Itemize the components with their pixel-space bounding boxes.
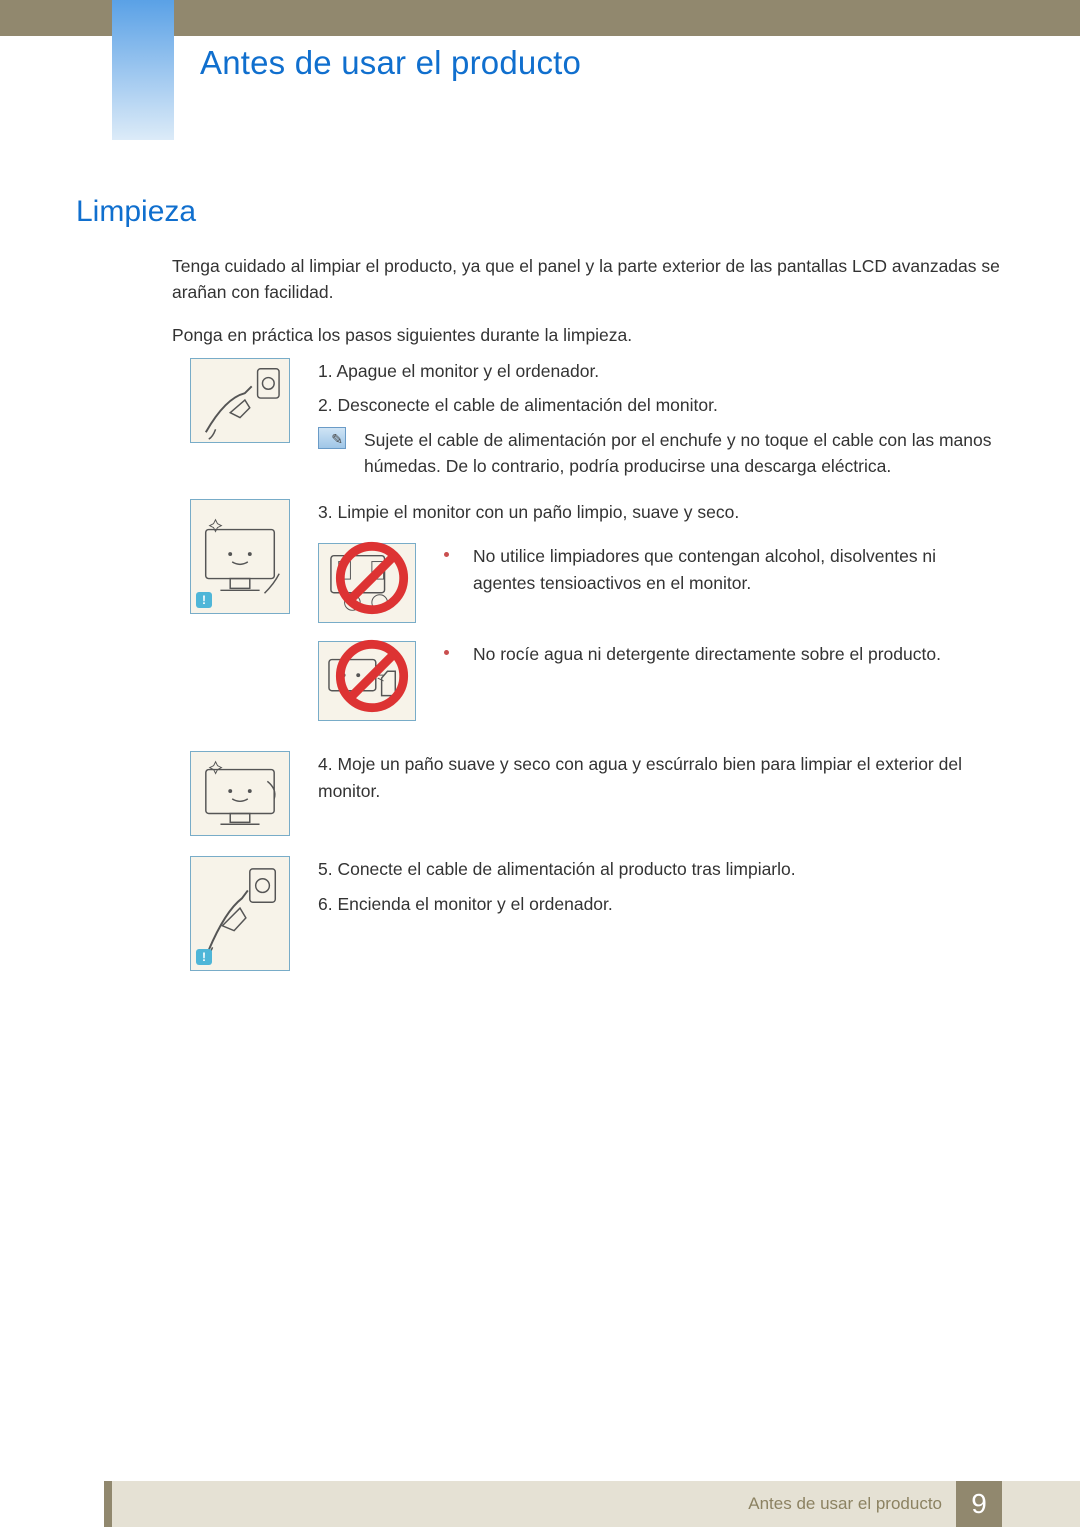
warning-2-bullet: No rocíe agua ni detergente directamente… bbox=[444, 641, 1000, 667]
step-5-text: 5. Conecte el cable de alimentación al p… bbox=[318, 856, 1000, 882]
steps-area: 1. Apague el monitor y el ordenador. 2. … bbox=[190, 358, 1000, 991]
thumb-damp-cloth-icon bbox=[190, 751, 290, 836]
note-icon bbox=[318, 427, 346, 449]
section-title: Limpieza bbox=[76, 189, 196, 234]
warning-1-bullet: No utilice limpiadores que contengan alc… bbox=[444, 543, 1000, 596]
footer-label: Antes de usar el producto bbox=[748, 1491, 942, 1517]
step-4-text: 4. Moje un paño suave y seco con agua y … bbox=[318, 751, 1000, 804]
step-6-text: 6. Encienda el monitor y el ordenador. bbox=[318, 891, 1000, 917]
step-1-text: 1. Apague el monitor y el ordenador. bbox=[318, 358, 1000, 384]
warning-2-text: No rocíe agua ni detergente directamente… bbox=[473, 641, 941, 667]
caution-badge-icon: ! bbox=[196, 592, 212, 608]
thumb-wipe-icon: ! bbox=[190, 499, 290, 614]
note-a-text: Sujete el cable de alimentación por el e… bbox=[364, 427, 1000, 480]
page-number: 9 bbox=[956, 1481, 1002, 1527]
thumb-plug-in-icon: ! bbox=[190, 856, 290, 971]
footer: Antes de usar el producto 9 bbox=[112, 1481, 1080, 1527]
step-2-text: 2. Desconecte el cable de alimentación d… bbox=[318, 392, 1000, 418]
prohibit-icon bbox=[324, 637, 420, 715]
prohibit-icon bbox=[324, 539, 420, 617]
step-3-text: 3. Limpie el monitor con un paño limpio,… bbox=[318, 499, 1000, 525]
step-4: 4. Moje un paño suave y seco con agua y … bbox=[190, 751, 1000, 836]
intro-p2: Ponga en práctica los pasos siguientes d… bbox=[172, 322, 1000, 348]
bullet-dot-icon bbox=[444, 650, 449, 655]
thumb-no-spray-icon bbox=[318, 641, 416, 721]
bullet-dot-icon bbox=[444, 552, 449, 557]
thumb-no-chemicals-icon bbox=[318, 543, 416, 623]
intro-block: Tenga cuidado al limpiar el producto, ya… bbox=[172, 253, 1000, 364]
intro-p1: Tenga cuidado al limpiar el producto, ya… bbox=[172, 253, 1000, 306]
chapter-tab-decor bbox=[112, 0, 174, 140]
step-3: ! 3. Limpie el monitor con un paño limpi… bbox=[190, 499, 1000, 731]
warning-1-text: No utilice limpiadores que contengan alc… bbox=[473, 543, 1000, 596]
chapter-title: Antes de usar el producto bbox=[200, 38, 581, 88]
thumb-unplug-icon bbox=[190, 358, 290, 443]
step-5-6: ! 5. Conecte el cable de alimentación al… bbox=[190, 856, 1000, 971]
warning-1: No utilice limpiadores que contengan alc… bbox=[318, 543, 1000, 623]
step-1-2: 1. Apague el monitor y el ordenador. 2. … bbox=[190, 358, 1000, 479]
note-a: Sujete el cable de alimentación por el e… bbox=[318, 427, 1000, 480]
caution-badge-icon: ! bbox=[196, 949, 212, 965]
warning-2: No rocíe agua ni detergente directamente… bbox=[318, 641, 1000, 721]
